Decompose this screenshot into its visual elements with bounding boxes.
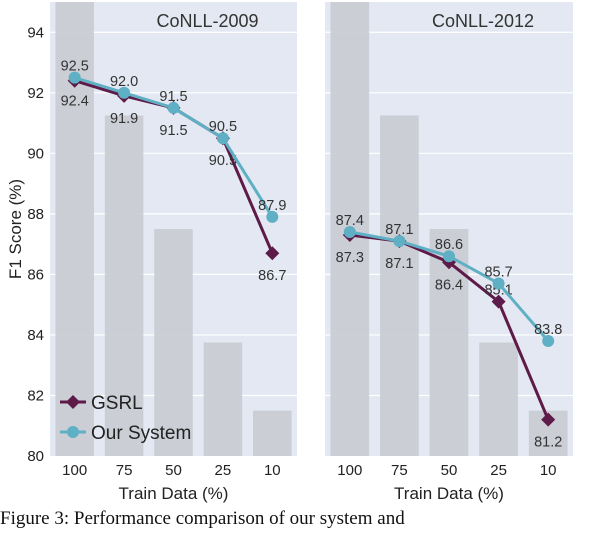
x-tick-label: 50 xyxy=(165,462,182,479)
y-tick-label: 90 xyxy=(27,145,44,162)
x-tick-label: 50 xyxy=(441,462,458,479)
y-tick-label: 86 xyxy=(27,266,44,283)
x-tick-label: 75 xyxy=(116,462,133,479)
data-label: 87.9 xyxy=(258,198,286,214)
x-tick-label: 10 xyxy=(264,462,281,479)
y-axis-label: F1 Score (%) xyxy=(6,179,25,279)
data-label: 90.5 xyxy=(209,153,237,169)
data-label: 86.6 xyxy=(435,237,463,253)
data-point-our-system xyxy=(266,210,279,223)
data-point-our-system xyxy=(343,226,356,239)
y-tick-label: 84 xyxy=(27,327,44,344)
data-label: 87.1 xyxy=(385,222,413,238)
panel-title: CoNLL-2012 xyxy=(432,11,534,31)
data-label: 90.5 xyxy=(209,119,237,135)
data-point-gsrl xyxy=(541,412,556,427)
data-label: 87.3 xyxy=(336,250,364,266)
train-data-bar xyxy=(380,115,419,456)
x-axis-label: Train Data (%) xyxy=(119,484,229,503)
data-label: 92.5 xyxy=(61,59,89,75)
data-label: 92.0 xyxy=(110,74,138,90)
figure-caption: Figure 3: Performance comparison of our … xyxy=(0,508,405,529)
data-point-gsrl xyxy=(265,246,280,261)
train-data-bar xyxy=(104,115,144,456)
legend-label: Our System xyxy=(91,423,191,444)
y-tick-label: 92 xyxy=(27,85,44,102)
data-point-our-system xyxy=(492,277,505,290)
data-label: 91.5 xyxy=(159,89,187,105)
data-label: 83.8 xyxy=(534,322,562,338)
data-label: 91.9 xyxy=(110,111,138,127)
x-tick-label: 25 xyxy=(215,462,232,479)
data-label: 86.7 xyxy=(258,268,286,284)
data-label: 92.4 xyxy=(61,94,89,110)
data-label: 91.5 xyxy=(159,123,187,139)
data-point-our-system xyxy=(216,132,229,145)
data-point-gsrl xyxy=(491,294,506,309)
data-label: 86.4 xyxy=(435,277,463,293)
data-label: 87.4 xyxy=(336,213,364,229)
train-data-bar xyxy=(154,229,193,456)
data-point-our-system xyxy=(118,86,131,99)
train-data-bar xyxy=(203,342,243,456)
y-tick-label: 88 xyxy=(27,206,44,223)
data-label: 87.1 xyxy=(385,256,413,272)
x-tick-label: 75 xyxy=(391,462,408,479)
data-label: 85.1 xyxy=(484,283,512,299)
legend-marker-gsrl xyxy=(66,395,80,409)
y-tick-label: 94 xyxy=(27,24,44,41)
train-data-bar xyxy=(479,342,518,456)
legend-marker-our-system xyxy=(67,426,79,438)
data-point-our-system xyxy=(393,235,406,248)
train-data-bar xyxy=(253,410,292,456)
data-point-our-system xyxy=(167,101,180,114)
data-point-our-system xyxy=(542,334,555,347)
x-tick-label: 25 xyxy=(490,462,507,479)
legend-label: GSRL xyxy=(91,393,143,414)
data-label: 85.7 xyxy=(484,264,512,280)
y-tick-label: 80 xyxy=(27,448,44,465)
y-tick-label: 82 xyxy=(27,387,44,404)
data-label: 81.2 xyxy=(534,435,562,451)
x-tick-label: 100 xyxy=(337,462,362,479)
x-tick-label: 100 xyxy=(62,462,87,479)
chart: CoNLL-2009 100 75 50 25 10 Train Data (%) 92.4 9… xyxy=(6,2,573,503)
data-point-our-system xyxy=(68,71,81,84)
panel-title: CoNLL-2009 xyxy=(156,11,258,31)
data-point-our-system xyxy=(443,250,455,263)
x-tick-label: 10 xyxy=(540,462,557,479)
x-axis-label: Train Data (%) xyxy=(394,484,504,503)
